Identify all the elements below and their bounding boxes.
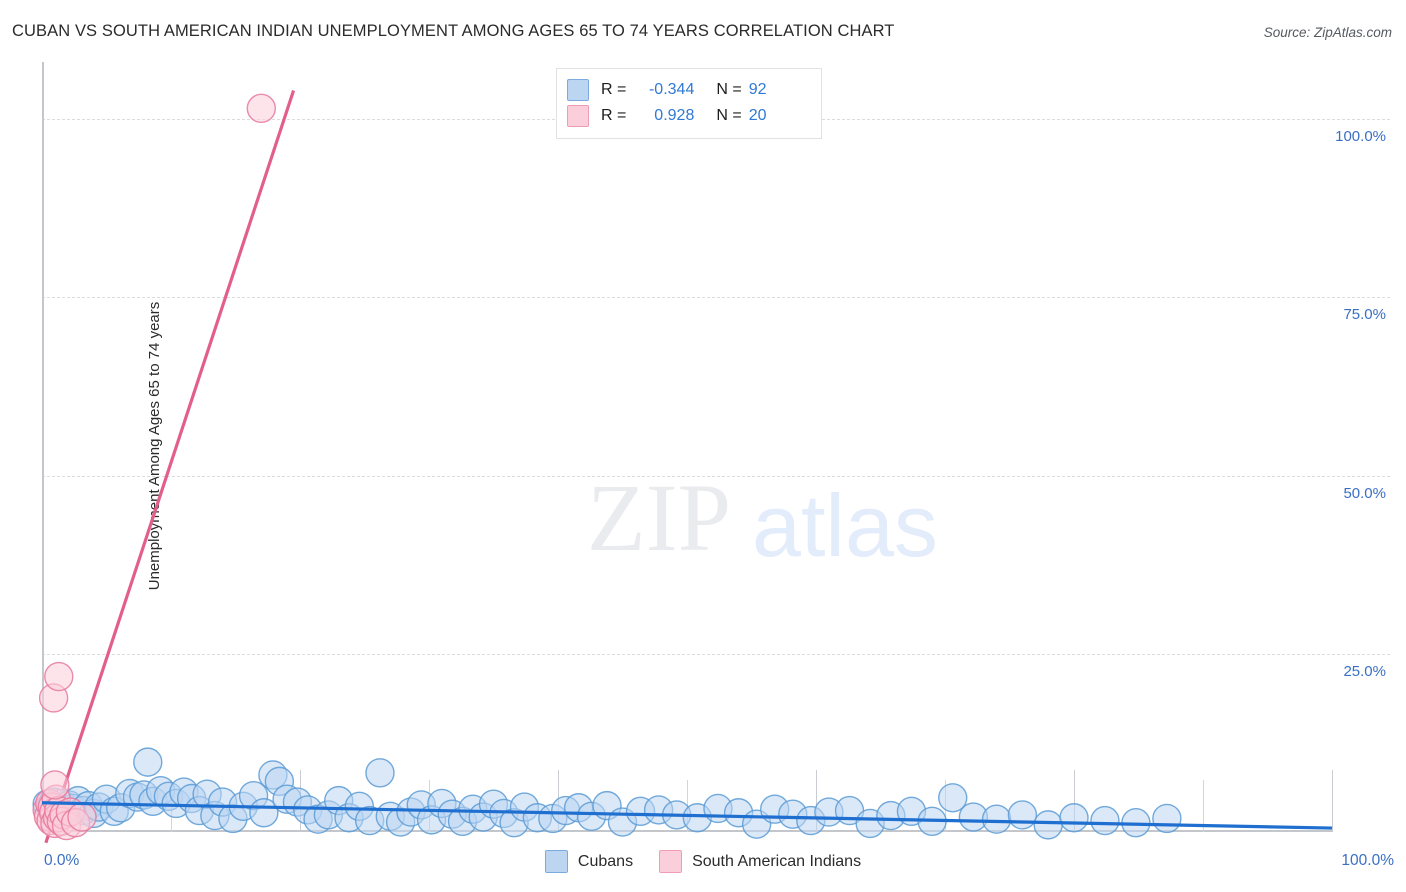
r-label: R = — [601, 107, 627, 124]
x-axis-tick — [1074, 770, 1075, 832]
series-south-american-indians — [32, 93, 277, 841]
trendline-south-american-indians — [44, 90, 296, 844]
legend-swatch — [567, 79, 589, 101]
y-axis-tick-label: 50.0% — [1343, 484, 1386, 502]
x-axis-tick — [1332, 770, 1333, 832]
series-legend-item[interactable]: South American Indians — [659, 850, 861, 873]
legend-swatch — [567, 105, 589, 127]
data-point — [67, 802, 97, 832]
r-value: -0.344 — [648, 81, 695, 98]
x-axis-min-label: 0.0% — [44, 852, 80, 869]
gridline — [42, 475, 1390, 477]
data-point — [981, 804, 1012, 834]
data-point — [40, 770, 70, 800]
gridline — [42, 297, 1390, 299]
data-point — [1059, 803, 1089, 833]
scatter-plot — [32, 90, 1333, 844]
gridline — [42, 653, 1390, 655]
stat-row: R = 0.928 N = 20 — [567, 103, 811, 129]
series-legend-item[interactable]: Cubans — [544, 850, 634, 873]
y-axis-tick-label: 75.0% — [1343, 306, 1386, 324]
x-axis-max-label: 100.0% — [1341, 852, 1394, 869]
page-title: CUBAN VS SOUTH AMERICAN INDIAN UNEMPLOYM… — [12, 22, 895, 40]
data-point — [1007, 800, 1038, 830]
x-axis-tick — [1203, 780, 1204, 832]
source-attribution: Source: ZipAtlas.com — [1263, 25, 1392, 40]
correlation-stats-legend: R = -0.344 N = 92 R = 0.928 N = 20 — [556, 68, 822, 139]
data-point — [1152, 803, 1182, 834]
data-point — [1033, 810, 1063, 840]
r-value: 0.928 — [654, 107, 695, 124]
r-label: R = — [601, 81, 627, 98]
data-point — [1090, 805, 1120, 836]
data-point — [246, 93, 277, 124]
x-axis-tick — [816, 770, 817, 832]
data-point — [365, 758, 395, 788]
n-value: 20 — [748, 107, 767, 124]
n-value: 92 — [748, 81, 767, 98]
series-cubans — [32, 747, 1182, 840]
stat-row: R = -0.344 N = 92 — [567, 77, 811, 103]
data-point — [44, 661, 74, 692]
plot-area: ZIP atlas 25.0% 50.0% 75.0% 100.0% — [32, 62, 1390, 844]
trendline-cubans — [41, 801, 1333, 830]
series-legend-swatch — [544, 850, 568, 873]
series-legend-swatch — [659, 850, 683, 873]
series-legend-label: South American Indians — [692, 852, 862, 870]
y-axis-tick-label: 25.0% — [1343, 662, 1386, 680]
data-point — [133, 747, 163, 777]
y-axis-tick-label: 100.0% — [1335, 128, 1386, 146]
series-legend-label: Cubans — [577, 852, 634, 870]
series-legend: Cubans South American Indians — [0, 850, 1406, 873]
n-label: N = — [716, 107, 742, 124]
n-label: N = — [716, 81, 742, 98]
data-point — [938, 783, 968, 813]
